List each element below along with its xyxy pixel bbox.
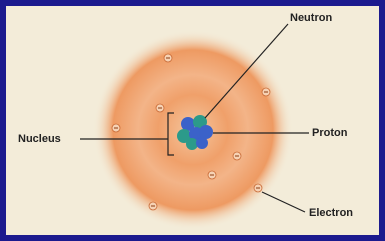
nucleus-label: Nucleus <box>18 133 61 145</box>
proton-label: Proton <box>312 127 348 139</box>
atom-diagram: Neutron Nucleus Proton Electron <box>0 0 385 241</box>
electron-label: Electron <box>309 207 353 219</box>
neutron-label: Neutron <box>290 12 332 24</box>
page: Neutron Nucleus Proton Electron (() => {… <box>0 0 385 241</box>
